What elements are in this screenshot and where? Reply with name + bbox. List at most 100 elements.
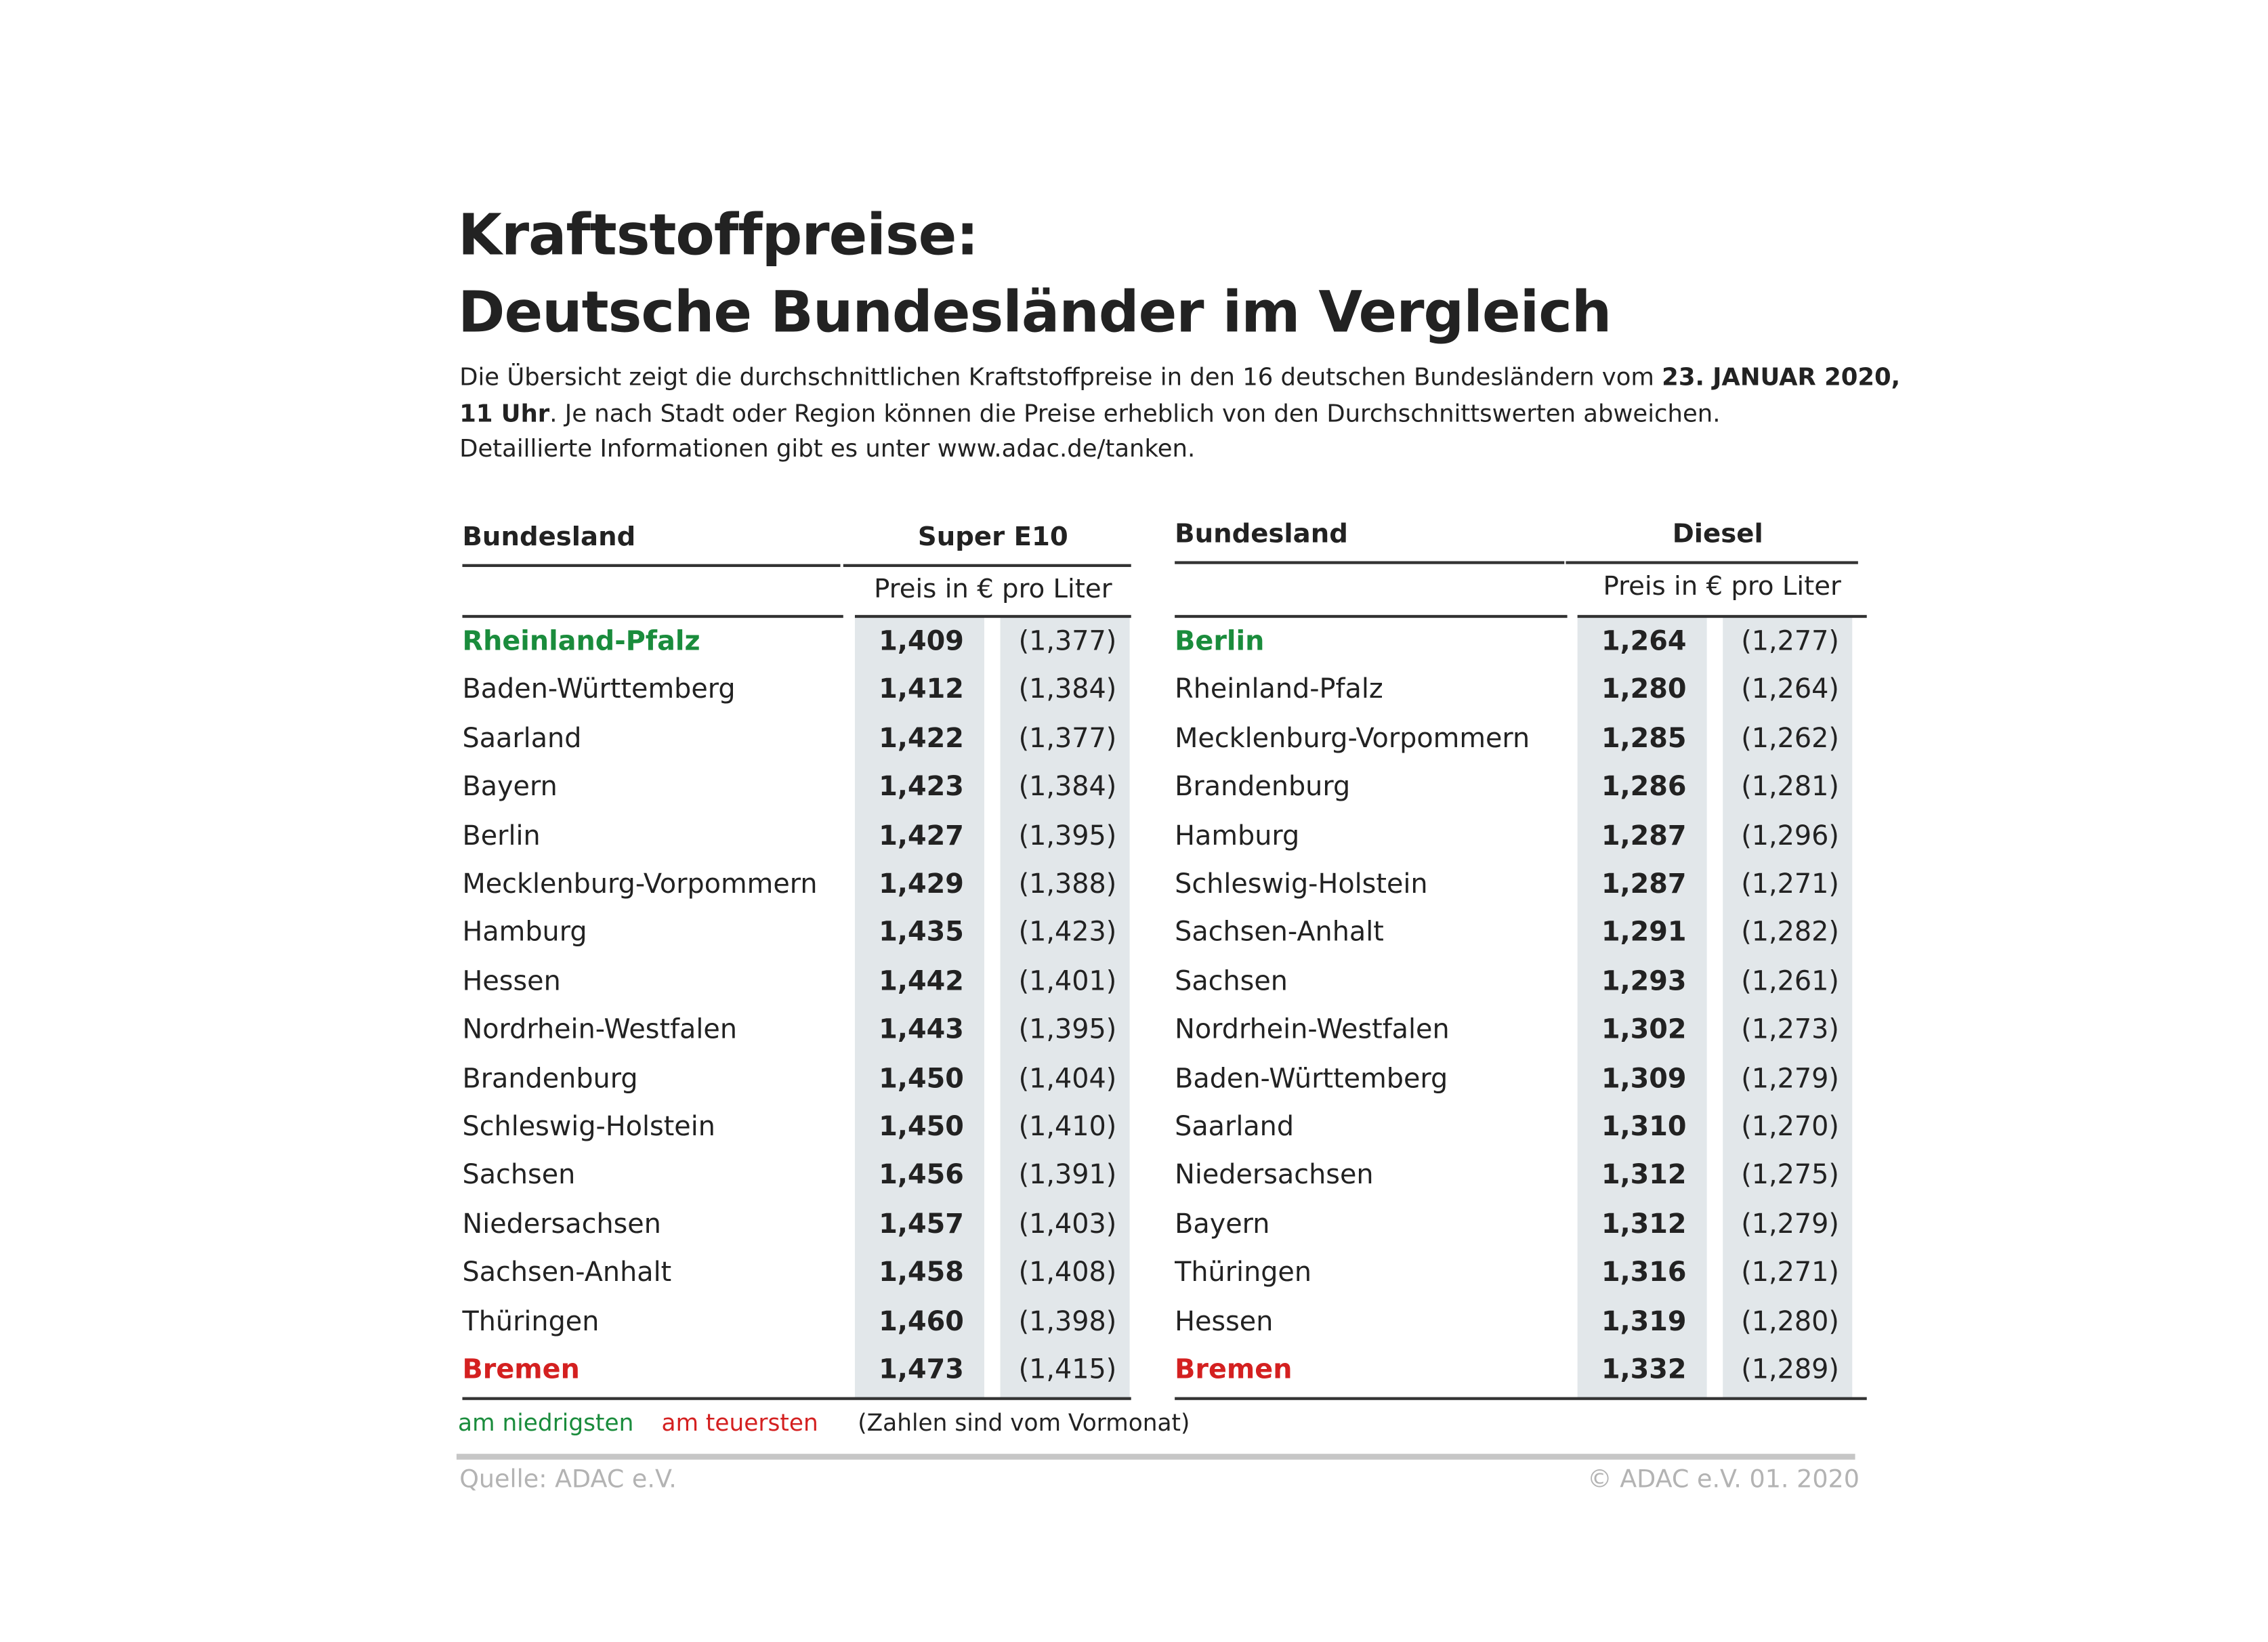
- intro-line-2: 11 Uhr. Je nach Stadt oder Region können…: [459, 400, 1720, 427]
- current-price: 1,287: [1601, 820, 1687, 851]
- previous-month-price: (1,408): [1018, 1257, 1117, 1288]
- legend-highest: am teuersten: [661, 1408, 818, 1437]
- previous-month-price: (1,264): [1741, 675, 1839, 706]
- current-price: 1,412: [879, 675, 964, 706]
- current-price: 1,460: [879, 1306, 964, 1337]
- intro-time: 11 Uhr: [459, 400, 550, 427]
- current-price: 1,435: [879, 918, 964, 949]
- previous-month-price: (1,391): [1018, 1160, 1117, 1192]
- current-price: 1,280: [1601, 675, 1687, 706]
- previous-month-price: (1,273): [1741, 1015, 1839, 1046]
- current-price: 1,423: [879, 772, 964, 803]
- previous-month-price: (1,395): [1018, 1015, 1117, 1046]
- subheader-rule: [462, 614, 843, 618]
- previous-month-price: (1,271): [1741, 1257, 1839, 1288]
- state-name: Sachsen: [462, 1160, 576, 1192]
- current-price: 1,285: [1601, 723, 1687, 755]
- subheader-rule: [1577, 614, 1867, 618]
- intro-text: Die Übersicht zeigt die durchschnittlich…: [459, 363, 1662, 392]
- previous-month-price: (1,398): [1018, 1306, 1117, 1337]
- legend-lowest: am niedrigsten: [458, 1408, 634, 1437]
- state-name: Mecklenburg-Vorpommern: [1175, 723, 1530, 755]
- state-name: Hamburg: [462, 918, 587, 949]
- current-price: 1,286: [1601, 772, 1687, 803]
- state-name: Sachsen-Anhalt: [1175, 918, 1384, 949]
- state-name: Bremen: [1175, 1355, 1293, 1386]
- state-name: Schleswig-Holstein: [1175, 869, 1428, 900]
- state-name: Sachsen-Anhalt: [462, 1257, 672, 1288]
- state-name: Rheinland-Pfalz: [1175, 675, 1383, 706]
- price-column-shade: [854, 616, 984, 1398]
- state-name: Berlin: [1175, 627, 1265, 658]
- state-name: Thüringen: [1175, 1257, 1312, 1288]
- previous-month-price: (1,404): [1018, 1064, 1117, 1095]
- previous-month-price: (1,281): [1741, 772, 1839, 803]
- state-name: Hamburg: [1175, 820, 1300, 851]
- state-name: Niedersachsen: [462, 1209, 661, 1240]
- state-name: Rheinland-Pfalz: [462, 627, 700, 658]
- state-name: Schleswig-Holstein: [462, 1112, 715, 1143]
- unit-label: Preis in € pro Liter: [1603, 571, 1841, 602]
- previous-month-price: (1,280): [1741, 1306, 1839, 1337]
- current-price: 1,429: [879, 869, 964, 900]
- column-header-fuel: Diesel: [1672, 519, 1763, 550]
- state-name: Mecklenburg-Vorpommern: [462, 869, 818, 900]
- state-name: Baden-Württemberg: [1175, 1064, 1448, 1095]
- state-name: Niedersachsen: [1175, 1160, 1374, 1192]
- current-price: 1,450: [879, 1112, 964, 1143]
- intro-text: . Je nach Stadt oder Region können die P…: [549, 400, 1721, 427]
- intro-date: 23. JANUAR 2020,: [1662, 363, 1901, 392]
- column-header-state: Bundesland: [462, 522, 636, 553]
- previous-month-price: (1,296): [1741, 820, 1839, 851]
- previous-month-price: (1,279): [1741, 1209, 1839, 1240]
- current-price: 1,456: [879, 1160, 964, 1192]
- current-price: 1,442: [879, 966, 964, 997]
- state-name: Saarland: [1175, 1112, 1295, 1143]
- previous-month-price: (1,262): [1741, 723, 1839, 755]
- subheader-rule: [1175, 614, 1568, 618]
- table-bottom-rule: [462, 1397, 1131, 1400]
- previous-month-price: (1,261): [1741, 966, 1839, 997]
- state-name: Nordrhein-Westfalen: [1175, 1015, 1450, 1046]
- current-price: 1,450: [879, 1064, 964, 1095]
- unit-label: Preis in € pro Liter: [874, 574, 1112, 605]
- source: Quelle: ADAC e.V.: [459, 1465, 677, 1495]
- state-name: Bayern: [462, 772, 558, 803]
- current-price: 1,287: [1601, 869, 1687, 900]
- column-header-fuel: Super E10: [917, 522, 1068, 553]
- previous-month-price: (1,384): [1018, 772, 1117, 803]
- current-price: 1,309: [1601, 1064, 1687, 1095]
- subheader-rule: [854, 614, 1131, 618]
- table-bottom-rule: [1175, 1397, 1867, 1400]
- current-price: 1,302: [1601, 1015, 1687, 1046]
- previous-month-price: (1,403): [1018, 1209, 1117, 1240]
- previous-month-price: (1,275): [1741, 1160, 1839, 1192]
- previous-month-price: (1,395): [1018, 820, 1117, 851]
- current-price: 1,457: [879, 1209, 964, 1240]
- previous-month-price: (1,279): [1741, 1064, 1839, 1095]
- previous-month-price: (1,388): [1018, 869, 1117, 900]
- header-rule: [1566, 561, 1858, 564]
- state-name: Bremen: [462, 1355, 580, 1386]
- header-rule: [462, 564, 841, 566]
- previous-month-price: (1,377): [1018, 627, 1117, 658]
- previous-month-price: (1,289): [1741, 1355, 1839, 1386]
- previous-month-price: (1,415): [1018, 1355, 1117, 1386]
- previous-month-price: (1,271): [1741, 869, 1839, 900]
- state-name: Berlin: [462, 820, 541, 851]
- previous-month-price: (1,377): [1018, 723, 1117, 755]
- previous-month-price: (1,410): [1018, 1112, 1117, 1143]
- previous-month-price: (1,277): [1741, 627, 1839, 658]
- current-price: 1,443: [879, 1015, 964, 1046]
- current-price: 1,458: [879, 1257, 964, 1288]
- current-price: 1,409: [879, 627, 964, 658]
- previous-column-shade: [1723, 616, 1853, 1398]
- previous-column-shade: [1000, 616, 1130, 1398]
- header-rule: [843, 564, 1131, 566]
- footer-divider: [456, 1454, 1855, 1460]
- state-name: Thüringen: [462, 1306, 600, 1337]
- previous-month-price: (1,384): [1018, 675, 1117, 706]
- state-name: Baden-Württemberg: [462, 675, 736, 706]
- intro-line-1: Die Übersicht zeigt die durchschnittlich…: [459, 364, 1900, 392]
- header-rule: [1175, 561, 1565, 564]
